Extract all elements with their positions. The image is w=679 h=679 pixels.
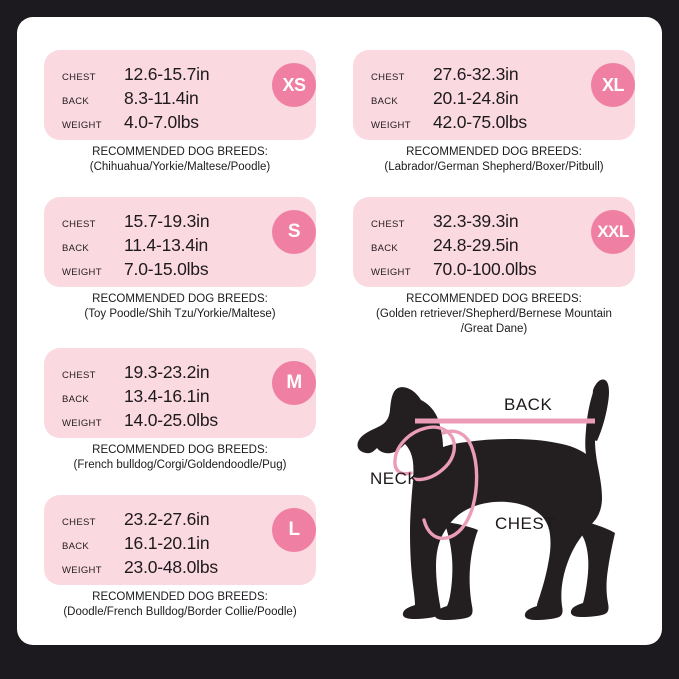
size-card-xxl: CHEST 32.3-39.3in BACK 24.8-29.5in WEIGH…	[353, 197, 635, 287]
size-block-l: CHEST 23.2-27.6in BACK 16.1-20.1in WEIGH…	[44, 495, 316, 618]
size-badge-xl: XL	[591, 63, 635, 107]
dog-front-far-leg-shape	[434, 522, 478, 620]
row-label-back: BACK	[371, 243, 399, 254]
size-chart-panel: CHEST 12.6-15.7in BACK 8.3-11.4in WEIGHT…	[17, 17, 662, 645]
row-value-chest: 27.6-32.3in	[433, 64, 519, 84]
row-value-chest: 19.3-23.2in	[124, 362, 210, 382]
row-value-chest: 32.3-39.3in	[433, 211, 519, 231]
row-label-back: BACK	[62, 96, 90, 107]
row-value-weight: 14.0-25.0lbs	[124, 410, 218, 430]
row-chest: CHEST 19.3-23.2in	[62, 362, 218, 386]
size-card-m: CHEST 19.3-23.2in BACK 13.4-16.1in WEIGH…	[44, 348, 316, 438]
neck-label: NECK	[370, 469, 420, 488]
row-value-chest: 15.7-19.3in	[124, 211, 210, 231]
row-value-chest: 23.2-27.6in	[124, 509, 210, 529]
row-chest: CHEST 27.6-32.3in	[371, 64, 527, 88]
size-badge-l: L	[272, 508, 316, 552]
row-value-back: 11.4-13.4in	[124, 235, 209, 255]
size-card-xl: CHEST 27.6-32.3in BACK 20.1-24.8in WEIGH…	[353, 50, 635, 140]
row-chest: CHEST 12.6-15.7in	[62, 64, 210, 88]
row-chest: CHEST 15.7-19.3in	[62, 211, 210, 235]
row-label-back: BACK	[62, 394, 90, 405]
row-label-chest: CHEST	[371, 72, 405, 83]
row-value-back: 20.1-24.8in	[433, 88, 519, 108]
row-back: BACK 13.4-16.1in	[62, 386, 218, 410]
size-badge-m: M	[272, 361, 316, 405]
row-chest: CHEST 23.2-27.6in	[62, 509, 218, 533]
row-back: BACK 16.1-20.1in	[62, 533, 218, 557]
row-label-weight: WEIGHT	[62, 418, 102, 429]
size-badge-xs: XS	[272, 63, 316, 107]
row-value-weight: 7.0-15.0lbs	[124, 259, 209, 279]
row-label-back: BACK	[62, 243, 90, 254]
size-badge-s: S	[272, 210, 316, 254]
chest-label: CHEST	[495, 514, 556, 533]
row-value-chest: 12.6-15.7in	[124, 64, 210, 84]
row-back: BACK 8.3-11.4in	[62, 88, 209, 112]
row-value-weight: 70.0-100.0lbs	[433, 259, 537, 279]
row-value-back: 8.3-11.4in	[124, 88, 199, 108]
dog-tail-shape	[587, 379, 609, 441]
measurement-rows: CHEST 19.3-23.2in BACK 13.4-16.1in WEIGH…	[62, 362, 218, 434]
size-block-m: CHEST 19.3-23.2in BACK 13.4-16.1in WEIGH…	[44, 348, 316, 471]
row-label-chest: CHEST	[62, 517, 96, 528]
row-chest: CHEST 32.3-39.3in	[371, 211, 536, 235]
row-back: BACK 24.8-29.5in	[371, 235, 536, 259]
dog-silhouette-svg	[357, 379, 615, 620]
row-value-back: 16.1-20.1in	[124, 533, 210, 553]
breeds-text-l: RECOMMENDED DOG BREEDS: (Doodle/French B…	[63, 591, 297, 618]
size-card-l: CHEST 23.2-27.6in BACK 16.1-20.1in WEIGH…	[44, 495, 316, 585]
row-label-chest: CHEST	[62, 72, 96, 83]
back-label: BACK	[504, 395, 553, 414]
measurement-rows: CHEST 23.2-27.6in BACK 16.1-20.1in WEIGH…	[62, 509, 218, 581]
chest-measurement-loop	[422, 429, 479, 540]
dog-measurement-diagram: BACK NECK CHEST	[347, 372, 647, 627]
size-block-xxl: CHEST 32.3-39.3in BACK 24.8-29.5in WEIGH…	[353, 197, 635, 335]
breeds-text-xxl: RECOMMENDED DOG BREEDS: (Golden retrieve…	[376, 293, 612, 335]
row-label-back: BACK	[62, 541, 90, 552]
size-badge-xxl: XXL	[591, 210, 635, 254]
row-weight: WEIGHT 70.0-100.0lbs	[371, 259, 537, 283]
measurement-rows: CHEST 15.7-19.3in BACK 11.4-13.4in WEIGH…	[62, 211, 210, 283]
size-block-xl: CHEST 27.6-32.3in BACK 20.1-24.8in WEIGH…	[353, 50, 635, 173]
row-weight: WEIGHT 23.0-48.0lbs	[62, 557, 218, 581]
row-label-weight: WEIGHT	[62, 267, 102, 278]
dog-rear-leg-shape	[565, 519, 615, 617]
neck-measurement-loop	[393, 425, 457, 482]
size-block-xs: CHEST 12.6-15.7in BACK 8.3-11.4in WEIGHT…	[44, 50, 316, 173]
row-value-weight: 23.0-48.0lbs	[124, 557, 218, 577]
breeds-text-s: RECOMMENDED DOG BREEDS: (Toy Poodle/Shih…	[84, 293, 276, 320]
measurement-rows: CHEST 32.3-39.3in BACK 24.8-29.5in WEIGH…	[371, 211, 537, 283]
row-label-chest: CHEST	[62, 219, 96, 230]
row-weight: WEIGHT 42.0-75.0lbs	[371, 112, 527, 136]
row-label-weight: WEIGHT	[62, 565, 102, 576]
breeds-text-m: RECOMMENDED DOG BREEDS: (French bulldog/…	[73, 444, 287, 471]
row-back: BACK 11.4-13.4in	[62, 235, 209, 259]
row-weight: WEIGHT 14.0-25.0lbs	[62, 410, 218, 434]
row-back: BACK 20.1-24.8in	[371, 88, 527, 112]
row-label-chest: CHEST	[62, 370, 96, 381]
row-label-weight: WEIGHT	[62, 120, 102, 131]
row-value-back: 13.4-16.1in	[124, 386, 210, 406]
breeds-text-xs: RECOMMENDED DOG BREEDS: (Chihuahua/Yorki…	[89, 146, 271, 173]
row-value-back: 24.8-29.5in	[433, 235, 519, 255]
row-label-weight: WEIGHT	[371, 120, 411, 131]
dog-body-shape	[357, 381, 608, 620]
row-label-chest: CHEST	[371, 219, 405, 230]
row-value-weight: 4.0-7.0lbs	[124, 112, 199, 132]
size-card-xs: CHEST 12.6-15.7in BACK 8.3-11.4in WEIGHT…	[44, 50, 316, 140]
size-block-s: CHEST 15.7-19.3in BACK 11.4-13.4in WEIGH…	[44, 197, 316, 320]
row-weight: WEIGHT 4.0-7.0lbs	[62, 112, 209, 136]
row-value-weight: 42.0-75.0lbs	[433, 112, 527, 132]
measurement-rows: CHEST 27.6-32.3in BACK 20.1-24.8in WEIGH…	[371, 64, 527, 136]
size-card-s: CHEST 15.7-19.3in BACK 11.4-13.4in WEIGH…	[44, 197, 316, 287]
row-label-back: BACK	[371, 96, 399, 107]
breeds-text-xl: RECOMMENDED DOG BREEDS: (Labrador/German…	[384, 146, 604, 173]
measurement-rows: CHEST 12.6-15.7in BACK 8.3-11.4in WEIGHT…	[62, 64, 210, 136]
row-label-weight: WEIGHT	[371, 267, 411, 278]
row-weight: WEIGHT 7.0-15.0lbs	[62, 259, 209, 283]
